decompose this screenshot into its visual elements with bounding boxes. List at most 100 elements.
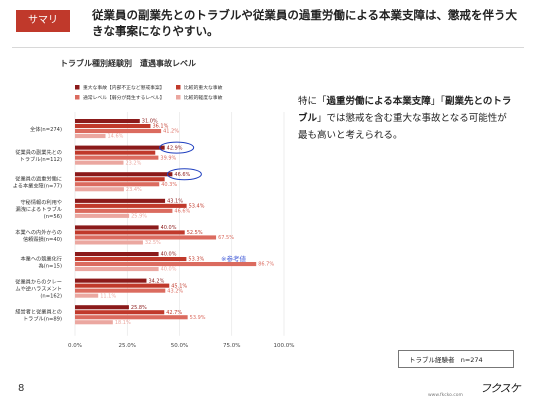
note-text-pre: 特に「 <box>298 96 327 107</box>
data-label: 53.3% <box>188 257 204 263</box>
summary-tag: サマリ <box>16 10 70 32</box>
sample-label: トラブル経験者 <box>409 356 455 364</box>
data-bar <box>75 187 124 192</box>
data-label: 53.9% <box>190 315 206 321</box>
data-label: 53.4% <box>189 204 205 210</box>
data-bar <box>75 320 113 325</box>
category-label: 従業員の副業先との <box>15 148 62 156</box>
data-label: 46.6% <box>174 209 190 215</box>
category-label: 従業員からのクレー <box>15 278 62 286</box>
data-label: 14.6% <box>108 134 124 140</box>
data-label: 40.0% <box>161 267 177 273</box>
data-label: 40.0% <box>161 252 177 258</box>
data-bar <box>75 129 162 134</box>
legend-swatch <box>176 85 181 90</box>
data-bar <box>75 134 106 139</box>
note-highlight-side-job: 副業先とのトラブル <box>298 96 512 124</box>
category-label: 本業への内外からの <box>15 228 62 236</box>
x-tick-label: 100.0% <box>274 343 295 349</box>
data-label: 41.2% <box>163 129 179 135</box>
legend-swatch <box>75 95 80 100</box>
reference-annotation: ※参考値 <box>221 254 246 263</box>
data-bar <box>75 225 159 230</box>
data-bar <box>75 150 156 155</box>
data-bar <box>75 257 187 262</box>
data-bar <box>75 145 165 150</box>
data-label: 25.9% <box>131 214 147 220</box>
data-bar <box>75 310 165 315</box>
brand-logo: フクスケ <box>480 382 521 395</box>
note-text-mid: 」「 <box>430 96 445 107</box>
summary-note: 特に「過重労働による本業支障」「副業先とのトラブル」では懲戒を含む重大な事故とな… <box>298 93 514 144</box>
data-label: 40.0% <box>161 225 177 231</box>
legend-label: 比較的軽度な事故 <box>184 94 223 101</box>
data-bar <box>75 155 159 160</box>
data-label: 45.1% <box>171 283 187 289</box>
highlight-circle <box>159 141 195 154</box>
data-bar <box>75 288 166 293</box>
data-bar <box>75 293 99 298</box>
category-label: (n=56) <box>44 214 62 220</box>
legend-label: 通常レベル【弱分が発生するレベル】 <box>83 94 165 101</box>
data-bar <box>75 124 151 129</box>
data-bar <box>75 305 129 310</box>
category-label: ムや逆ハラスメント <box>15 285 62 293</box>
category-label: 信頼毀損(n=40) <box>23 235 62 243</box>
data-label: 23.2% <box>125 160 141 166</box>
category-label: 為(n=15) <box>39 262 62 270</box>
data-bar <box>75 262 257 267</box>
category-label: よる本業支障(n=77) <box>13 182 62 190</box>
category-label: 経営者と従業員との <box>15 308 62 316</box>
legend-label: 比較的重大な事故 <box>184 84 223 91</box>
data-bar <box>75 278 147 283</box>
category-label: 漏洩によるトラブル <box>15 205 62 213</box>
footer-url: www.fkcko.com <box>428 393 463 398</box>
data-label: 42.7% <box>166 310 182 316</box>
x-tick-label: 25.0% <box>119 343 136 349</box>
note-highlight-overwork: 過重労働による本業支障 <box>326 96 431 107</box>
chart-title: トラブル種別経験別 遭遇事故レベル <box>60 59 196 68</box>
slide-headline: 従業員の副業先とのトラブルや従業員の過重労働による本業支障は、懲戒を伴う大きな事… <box>92 8 518 38</box>
data-label: 40.3% <box>161 182 177 188</box>
data-bar <box>75 160 124 165</box>
category-label: 従業員の過重労働に <box>15 175 62 183</box>
sample-size-box: トラブル経験者 n=274 <box>398 350 514 368</box>
highlight-circle <box>166 168 202 181</box>
data-label: 18.1% <box>115 320 131 326</box>
data-label: 43.2% <box>167 288 183 294</box>
data-bar <box>75 198 166 203</box>
data-bar <box>75 230 185 235</box>
data-bar <box>75 177 165 182</box>
data-label: 42.9% <box>167 145 183 151</box>
data-bar <box>75 182 160 187</box>
data-label: 32.5% <box>145 240 161 246</box>
data-label: 36.1% <box>152 124 168 130</box>
x-tick-label: 50.0% <box>171 343 188 349</box>
category-label: トラブル(n=89) <box>23 315 62 323</box>
data-label: 52.5% <box>187 230 203 236</box>
category-label: 守秘情報の利用や <box>20 198 62 206</box>
category-label: 本業への競業化行 <box>20 255 62 263</box>
data-label: 67.5% <box>218 235 234 241</box>
data-bar <box>75 203 187 208</box>
category-label: (n=162) <box>40 294 62 300</box>
data-bar <box>75 172 173 177</box>
data-label: 43.1% <box>167 199 183 205</box>
page-number: 8 <box>18 383 25 394</box>
sample-n: n=274 <box>460 356 483 364</box>
header-divider <box>12 47 524 48</box>
data-label: 23.4% <box>126 187 142 193</box>
data-bar <box>75 267 159 272</box>
legend-swatch <box>176 95 181 100</box>
note-text-post: 」では懲戒を含む重大な事故となる可能性が最も高いと考えられる。 <box>298 113 507 141</box>
data-bar <box>75 315 188 320</box>
data-label: 25.8% <box>131 305 147 311</box>
x-tick-label: 75.0% <box>223 343 240 349</box>
data-label: 31.0% <box>142 119 158 125</box>
data-bar <box>75 213 130 218</box>
legend-label: 重大な事故【内部不正など懲戒事案】 <box>83 84 165 91</box>
category-label: 全体(n=274) <box>30 125 62 133</box>
data-label: 34.2% <box>148 278 164 284</box>
data-label: 39.9% <box>160 155 176 161</box>
